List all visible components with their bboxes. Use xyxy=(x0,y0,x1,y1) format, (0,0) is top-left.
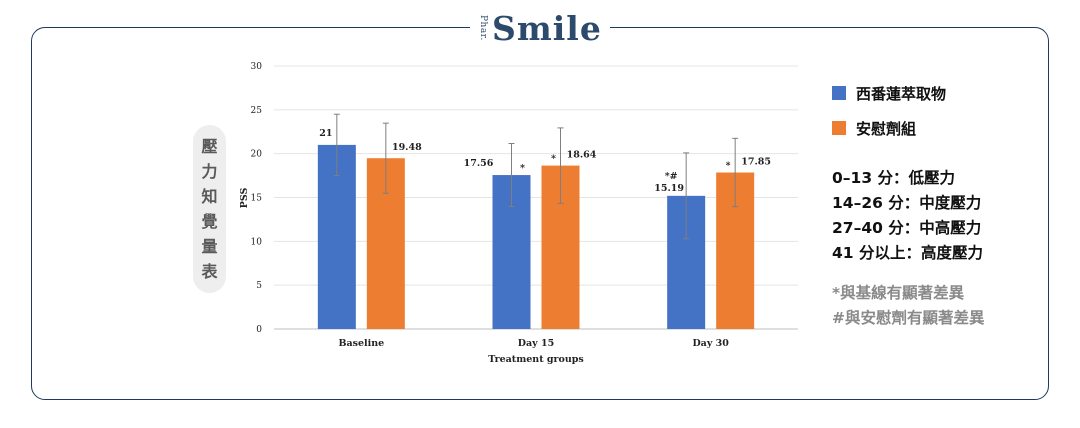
scale-line: 14–26 分：中度壓力 xyxy=(832,194,982,212)
legend-swatch-blue xyxy=(832,86,846,100)
legend: 西番蓮萃取物 安慰劑組 xyxy=(832,80,946,150)
scale-line: 27–40 分：中高壓力 xyxy=(832,219,982,237)
side-label-char: 表 xyxy=(201,262,218,281)
y-tick-label: 5 xyxy=(256,281,262,291)
footnote: *與基線有顯著差異 xyxy=(832,284,965,302)
footnotes: *與基線有顯著差異 #與安慰劑有顯著差異 xyxy=(832,281,985,331)
side-label-pill: 壓 力 知 覺 量 表 xyxy=(193,125,226,293)
significance-marker: * xyxy=(551,154,556,165)
legend-label: 安慰劑組 xyxy=(856,119,917,138)
y-tick-label: 10 xyxy=(251,237,263,247)
pss-scale-list: 0–13 分：低壓力 14–26 分：中度壓力 27–40 分：中高壓力 41 … xyxy=(832,166,983,266)
data-label: 17.85 xyxy=(741,157,771,168)
y-axis-title: PSS xyxy=(239,188,250,209)
side-label-char: 力 xyxy=(201,162,218,181)
data-label: 19.48 xyxy=(392,142,422,153)
side-label-char: 覺 xyxy=(201,212,218,231)
y-tick-label: 20 xyxy=(251,150,263,160)
footnote: #與安慰劑有顯著差異 xyxy=(832,309,985,327)
data-label: 18.64 xyxy=(567,150,597,161)
side-label-char: 壓 xyxy=(201,137,218,156)
legend-label: 西番蓮萃取物 xyxy=(856,84,947,103)
brand-logo: Phar. Smile xyxy=(470,6,610,50)
y-tick-label: 30 xyxy=(251,62,263,72)
legend-item: 西番蓮萃取物 xyxy=(832,80,946,106)
scale-line: 41 分以上：高度壓力 xyxy=(832,244,983,262)
brand-prefix: Phar. xyxy=(478,15,488,41)
x-category-label: Baseline xyxy=(338,338,384,349)
y-tick-label: 15 xyxy=(251,194,263,204)
significance-marker: * xyxy=(520,163,525,174)
data-label: 21 xyxy=(319,128,332,139)
data-label: 15.19 xyxy=(654,183,684,194)
data-label: 17.56 xyxy=(464,158,494,169)
x-category-label: Day 15 xyxy=(518,338,554,349)
side-label-char: 量 xyxy=(201,237,218,256)
legend-item: 安慰劑組 xyxy=(832,115,946,141)
x-axis-title: Treatment groups xyxy=(488,354,584,365)
scale-line: 0–13 分：低壓力 xyxy=(832,169,956,187)
x-category-label: Day 30 xyxy=(692,338,729,349)
significance-marker: *# xyxy=(665,171,678,182)
significance-marker: * xyxy=(726,161,731,172)
side-label-char: 知 xyxy=(201,187,218,206)
y-tick-label: 25 xyxy=(251,106,263,116)
y-tick-label: 0 xyxy=(256,325,262,335)
brand-name: Smile xyxy=(492,8,602,48)
legend-swatch-orange xyxy=(832,121,846,135)
